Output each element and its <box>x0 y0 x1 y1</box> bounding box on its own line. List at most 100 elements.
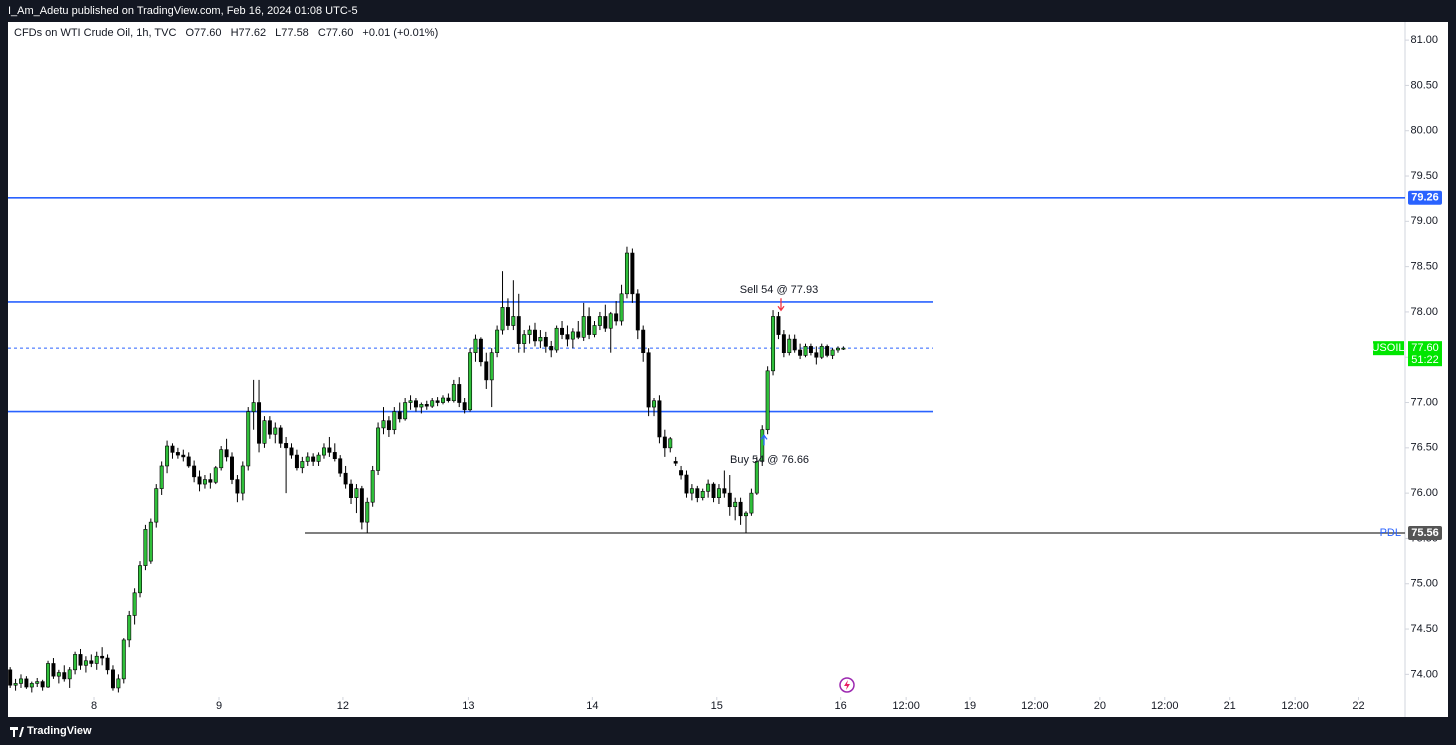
candle-body <box>235 479 240 494</box>
candle-body <box>278 427 283 444</box>
candle-body <box>803 346 808 356</box>
x-tick-label: 20 <box>1094 700 1106 712</box>
ohlc-open: O77.60 <box>185 27 221 39</box>
candle-body <box>316 454 321 462</box>
candle-body <box>435 400 440 403</box>
candle-body <box>841 347 846 350</box>
candle-body <box>51 663 56 677</box>
level-badge <box>1408 526 1442 541</box>
x-tick-label: 19 <box>964 700 976 712</box>
candle-body <box>533 329 537 342</box>
candle-body <box>760 429 765 462</box>
candle-body <box>543 337 548 347</box>
candle-body <box>67 669 72 680</box>
candle-body <box>230 456 234 480</box>
candle-body <box>349 483 354 498</box>
candle-body <box>35 681 40 684</box>
change: +0.01 (+0.01%) <box>362 27 438 39</box>
candle-body <box>673 461 678 464</box>
alert-icon <box>839 677 855 693</box>
chart-pane <box>8 22 1448 717</box>
candle-body <box>19 678 23 684</box>
candle-body <box>354 488 359 498</box>
candle-body <box>224 449 229 458</box>
candle-body <box>624 252 629 295</box>
candle-body <box>148 521 153 562</box>
symbol-title: CFDs on WTI Crude Oil, 1h, TVC <box>14 27 176 39</box>
candle-body <box>441 397 445 403</box>
y-tick-label: 79.50 <box>1410 170 1438 182</box>
candle-body <box>376 427 381 471</box>
candle-body <box>451 384 456 402</box>
candle-body <box>262 420 267 444</box>
candle-body <box>570 331 575 340</box>
candle-body <box>208 479 213 483</box>
candle-body <box>592 325 597 335</box>
y-tick-label: 78.00 <box>1410 306 1438 318</box>
candle-body <box>219 449 224 469</box>
price-badge-label: 77.60 <box>1411 342 1439 354</box>
candle-body <box>689 488 694 494</box>
candle-body <box>652 400 656 408</box>
candle-body <box>202 479 207 485</box>
candle-body <box>62 672 67 680</box>
candle-body <box>473 338 478 354</box>
sell-label: Sell 54 @ 77.93 <box>740 284 818 296</box>
candle-body <box>159 465 164 489</box>
candle-body <box>419 404 424 408</box>
ohlc-low: L77.58 <box>275 27 309 39</box>
candle-body <box>246 411 251 467</box>
publish-info: I_Am_Adetu published on TradingView.com,… <box>8 5 358 17</box>
candle-body <box>538 337 543 342</box>
candle-body <box>798 349 803 356</box>
candle-body <box>744 512 748 517</box>
candle-body <box>24 678 29 688</box>
candle-body <box>424 404 429 407</box>
candle-body <box>284 443 289 449</box>
candle-body <box>392 411 397 431</box>
symbol-badge-label: USOIL <box>1371 342 1404 354</box>
candle-body <box>484 361 489 381</box>
candle-body <box>446 397 451 402</box>
candle-body <box>711 483 716 498</box>
candle-body <box>257 402 262 444</box>
candle-body <box>754 461 759 494</box>
candle-body <box>273 427 278 435</box>
candle-body <box>213 467 218 483</box>
candle-body <box>300 461 305 469</box>
candle-body <box>381 420 386 429</box>
candle-body <box>343 472 348 485</box>
y-tick-label: 81.00 <box>1410 34 1438 46</box>
level-badge <box>1408 190 1442 205</box>
candle-body <box>776 316 781 335</box>
x-tick-label: 21 <box>1224 700 1236 712</box>
candle-body <box>359 488 364 523</box>
x-tick-label: 12:00 <box>1021 700 1049 712</box>
candle-body <box>332 452 337 460</box>
sell-arrow <box>777 298 785 312</box>
level-badge-label: 75.56 <box>1411 527 1439 539</box>
y-tick-label: 74.50 <box>1410 623 1438 635</box>
candle-body <box>646 352 651 408</box>
candle-body <box>819 346 824 358</box>
y-tick-label: 79.00 <box>1410 215 1438 227</box>
y-tick-label: 74.00 <box>1410 668 1438 680</box>
candle-body <box>500 307 505 331</box>
candle-body <box>40 681 45 688</box>
legend: CFDs on WTI Crude Oil, 1h, TVC O77.60 H7… <box>14 27 438 39</box>
candle-body <box>749 492 754 514</box>
candle-body <box>738 501 743 517</box>
candle-body <box>121 639 126 680</box>
candle-body <box>505 307 510 326</box>
candle-body <box>619 293 624 322</box>
candle-body <box>165 445 170 467</box>
candle-body <box>143 529 148 566</box>
x-tick-label: 8 <box>91 700 97 712</box>
candle-body <box>635 293 640 331</box>
candle-body <box>587 316 592 335</box>
candle-body <box>814 352 819 358</box>
x-tick-label: 13 <box>462 700 474 712</box>
x-tick-label: 9 <box>216 700 222 712</box>
candle-body <box>73 654 78 671</box>
candle-body <box>430 400 435 407</box>
